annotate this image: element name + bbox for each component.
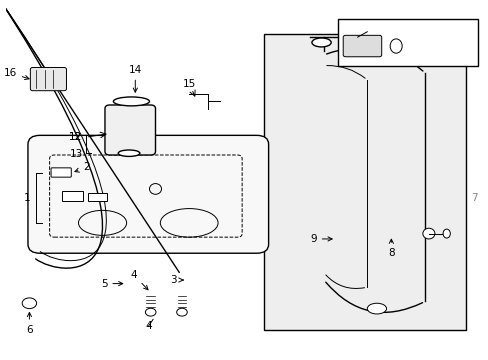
Text: 3: 3 [170,275,183,285]
FancyBboxPatch shape [30,67,66,91]
Text: 7: 7 [470,193,476,203]
Text: 1: 1 [24,193,30,203]
Ellipse shape [113,97,149,106]
Ellipse shape [176,308,187,316]
Text: 12: 12 [69,132,82,142]
Bar [338,19,477,66]
Bar [88,193,107,202]
Text: 11: 11 [353,41,366,51]
FancyBboxPatch shape [51,168,71,177]
Text: 10: 10 [424,41,437,51]
Text: 8: 8 [387,239,394,258]
Bar [61,191,83,202]
Text: 6: 6 [26,312,33,335]
Ellipse shape [389,39,401,53]
FancyBboxPatch shape [105,105,155,155]
Bar [263,33,465,330]
Ellipse shape [422,228,434,239]
Text: 12: 12 [69,132,82,142]
Ellipse shape [145,308,156,316]
Text: 15: 15 [182,79,195,89]
Text: 16: 16 [3,68,29,80]
Ellipse shape [22,298,37,309]
Ellipse shape [118,150,140,157]
Ellipse shape [366,303,386,314]
Text: 14: 14 [128,64,142,92]
Text: 5: 5 [101,279,122,289]
FancyBboxPatch shape [28,135,268,253]
FancyBboxPatch shape [343,35,381,57]
Text: 2: 2 [75,162,90,172]
Text: 9: 9 [309,234,331,244]
Ellipse shape [442,229,449,238]
Text: 13: 13 [70,149,83,159]
Ellipse shape [311,38,330,47]
Text: 4: 4 [130,270,148,290]
Text: 4: 4 [144,321,151,332]
